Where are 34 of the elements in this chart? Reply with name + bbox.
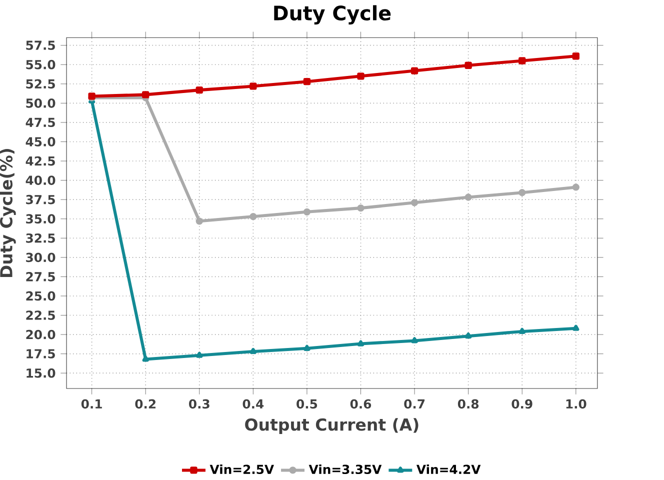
y-tick-label: 42.5 [26, 156, 55, 166]
legend-label: Vin=3.35V [308, 464, 382, 474]
y-tick-label: 17.5 [26, 348, 55, 358]
x-tick-label: 0.4 [242, 399, 264, 408]
x-tick-label: 0.5 [296, 399, 318, 408]
y-tick-label: 22.5 [26, 310, 55, 320]
legend-label: Vin=4.2V [416, 464, 481, 474]
y-axis-title: Duty Cycle(%) [0, 148, 16, 277]
y-tick-label: 50.0 [26, 98, 56, 108]
y-tick-label: 20.0 [26, 330, 56, 339]
y-tick-label: 57.5 [26, 40, 55, 50]
y-tick-label: 45.0 [26, 136, 56, 146]
y-tick-label: 37.5 [26, 194, 55, 204]
x-axis-title: Output Current (A) [245, 418, 418, 434]
legend-label: Vin=2.5V [210, 464, 274, 474]
chart-title: Duty Cycle [274, 4, 391, 24]
y-tick-label: 35.0 [26, 214, 56, 224]
y-tick-label: 15.0 [26, 368, 56, 378]
x-tick-label: 0.2 [135, 399, 156, 408]
y-tick-label: 40.0 [26, 175, 56, 185]
x-tick-label: 0.9 [512, 399, 532, 408]
y-tick-label: 47.5 [26, 118, 55, 127]
y-tick-label: 55.0 [26, 60, 56, 70]
x-tick-label: 0.3 [189, 399, 210, 408]
y-tick-label: 32.5 [26, 233, 55, 243]
y-tick-label: 25.0 [26, 291, 56, 300]
x-tick-label: 0.1 [81, 399, 102, 408]
x-tick-label: 0.8 [458, 399, 479, 408]
y-tick-label: 30.0 [26, 252, 56, 262]
x-tick-label: 1.0 [566, 399, 586, 408]
x-tick-label: 0.7 [404, 399, 425, 408]
x-tick-label: 0.6 [350, 399, 372, 408]
y-tick-label: 27.5 [26, 272, 55, 282]
y-tick-label: 52.5 [26, 78, 55, 88]
